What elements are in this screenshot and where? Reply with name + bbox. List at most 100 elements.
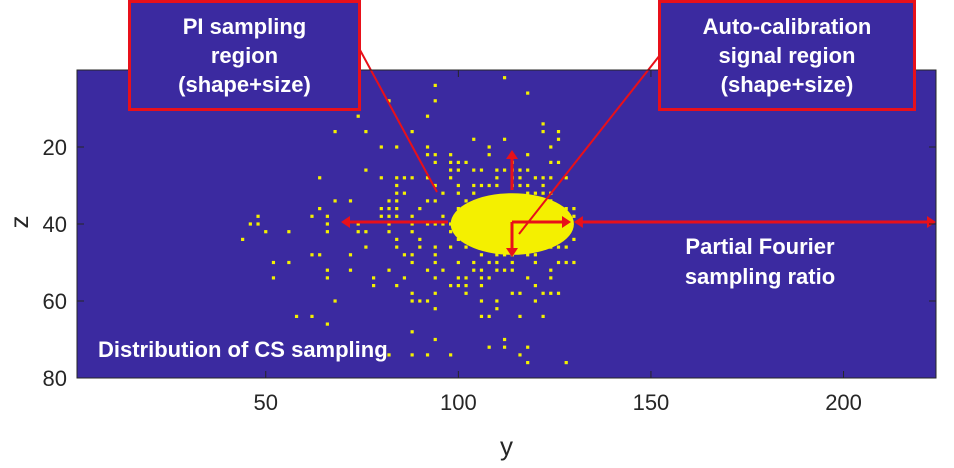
sample-point (556, 260, 561, 265)
sample-point (248, 222, 252, 226)
sample-point (410, 214, 414, 218)
sample-point (510, 291, 514, 295)
sample-point (387, 230, 391, 234)
sample-point (487, 260, 491, 265)
sample-point (472, 137, 476, 141)
sample-point (502, 137, 507, 141)
sample-point (364, 230, 368, 234)
sample-point (541, 122, 545, 126)
sample-point (348, 199, 353, 203)
sample-point (410, 253, 414, 257)
sample-point (479, 253, 484, 257)
sample-point (387, 268, 391, 272)
sample-point (364, 168, 368, 172)
sample-point (541, 130, 545, 134)
sample-point (395, 284, 399, 288)
sample-point (479, 168, 484, 172)
sample-point (441, 222, 445, 226)
sample-point (333, 299, 337, 303)
sample-point (572, 207, 576, 211)
sample-point (418, 299, 422, 303)
sample-point (564, 245, 568, 249)
sample-point (387, 99, 391, 103)
sample-point (541, 291, 545, 295)
sample-point (449, 160, 453, 164)
sample-point (294, 314, 299, 318)
sample-point (333, 130, 337, 134)
sample-point (549, 268, 553, 272)
sample-point (425, 199, 430, 203)
x-tick-label: 200 (825, 390, 862, 415)
sample-point (318, 176, 322, 180)
sample-point (318, 253, 322, 257)
sample-point (472, 183, 476, 188)
sample-point (456, 276, 460, 280)
sample-point (526, 361, 530, 365)
sample-point (433, 160, 437, 164)
sample-point (549, 160, 553, 164)
sample-point (549, 145, 553, 149)
sample-point (564, 260, 568, 265)
sample-point (310, 214, 314, 218)
sample-point (241, 237, 245, 241)
sample-point (556, 130, 561, 134)
sample-point (333, 199, 337, 203)
sample-point (418, 245, 422, 249)
sample-point (533, 191, 537, 195)
sample-point (449, 168, 453, 172)
sample-point (487, 183, 491, 188)
sample-point (433, 199, 437, 203)
sample-point (495, 307, 499, 311)
sample-point (541, 183, 545, 188)
sample-point (387, 353, 391, 357)
sample-point (479, 314, 484, 318)
sample-point (518, 291, 522, 295)
sample-point (572, 237, 576, 241)
sample-point (449, 353, 453, 357)
sample-point (271, 276, 276, 280)
sample-point (387, 222, 391, 226)
sample-point (479, 284, 484, 288)
sample-point (402, 176, 407, 180)
sample-point (572, 260, 576, 265)
sample-point (487, 345, 491, 349)
sample-point (564, 207, 568, 211)
sample-point (441, 268, 445, 272)
sample-point (541, 314, 545, 318)
sample-point (410, 299, 414, 303)
sample-point (502, 76, 507, 80)
pi-callout-leader (359, 49, 438, 193)
sample-point (356, 222, 360, 226)
sample-point (425, 153, 430, 157)
sample-point (356, 230, 360, 234)
sample-point (387, 214, 391, 218)
sample-point (418, 207, 422, 211)
sample-point (564, 176, 568, 180)
sample-point (372, 284, 376, 288)
sample-point (433, 291, 437, 295)
sample-point (410, 176, 414, 180)
sample-point (479, 268, 484, 272)
sample-point (472, 168, 476, 172)
sample-point (518, 183, 522, 188)
sample-point (510, 268, 514, 272)
sample-point (495, 168, 499, 172)
sample-point (502, 345, 507, 349)
sample-point (425, 145, 430, 149)
sample-point (556, 245, 561, 249)
y-tick-label: 60 (43, 289, 67, 314)
sample-point (533, 253, 537, 257)
sample-point (410, 222, 414, 226)
sample-point (364, 130, 368, 134)
sample-point (464, 160, 468, 164)
y-tick-label: 20 (43, 135, 67, 160)
sample-point (495, 253, 499, 257)
sample-point (449, 284, 453, 288)
sample-point (472, 268, 476, 272)
sample-point (425, 268, 430, 272)
sample-point (526, 153, 530, 157)
sample-point (549, 176, 553, 180)
sample-point (487, 276, 491, 280)
sample-point (456, 237, 460, 241)
y-tick-label: 40 (43, 212, 67, 237)
